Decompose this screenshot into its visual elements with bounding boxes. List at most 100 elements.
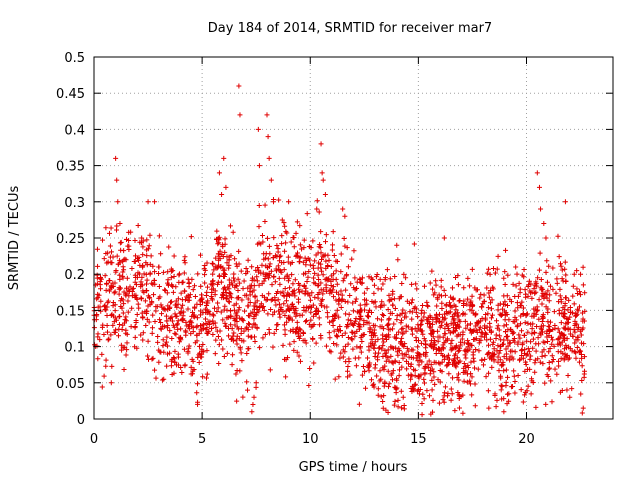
data-point — [343, 287, 349, 293]
data-point — [184, 323, 190, 329]
data-point — [287, 285, 293, 291]
data-point — [267, 367, 273, 373]
data-point — [578, 391, 584, 397]
data-point — [523, 291, 529, 297]
data-point — [512, 308, 518, 314]
data-point — [146, 356, 152, 362]
data-point — [292, 277, 298, 283]
data-point — [285, 290, 291, 296]
data-point — [504, 401, 510, 407]
data-point — [339, 332, 345, 338]
data-point — [227, 293, 233, 299]
data-point — [472, 312, 478, 318]
data-point — [463, 347, 469, 353]
data-point — [334, 281, 340, 287]
data-point — [405, 348, 411, 354]
data-point — [95, 295, 101, 301]
data-point — [418, 317, 424, 323]
data-point — [285, 303, 291, 309]
data-point — [169, 314, 175, 320]
data-point — [221, 307, 227, 313]
data-point — [260, 239, 266, 245]
data-point — [125, 287, 131, 293]
data-point — [387, 327, 393, 333]
data-point — [230, 229, 236, 235]
data-point — [515, 305, 521, 311]
data-point — [125, 298, 131, 304]
data-point — [547, 283, 553, 289]
data-point — [204, 375, 210, 381]
data-point — [574, 286, 580, 292]
data-point — [381, 313, 387, 319]
data-point — [223, 184, 229, 190]
data-point — [387, 310, 393, 316]
data-point — [382, 363, 388, 369]
data-point — [233, 371, 239, 377]
data-point — [567, 305, 573, 311]
data-point — [342, 343, 348, 349]
data-point — [465, 296, 471, 302]
data-point — [428, 324, 434, 330]
data-point — [561, 346, 567, 352]
data-point — [312, 258, 318, 264]
data-point — [447, 309, 453, 315]
data-point — [141, 271, 147, 277]
data-point — [473, 327, 479, 333]
data-point — [185, 276, 191, 282]
data-point — [178, 305, 184, 311]
data-point — [549, 399, 555, 405]
data-point — [397, 312, 403, 318]
data-point — [459, 336, 465, 342]
data-point — [259, 293, 265, 299]
data-point — [318, 250, 324, 256]
data-point — [249, 324, 255, 330]
data-point — [120, 273, 126, 279]
data-point — [283, 298, 289, 304]
data-point — [323, 258, 329, 264]
data-point — [232, 322, 238, 328]
data-point — [542, 291, 548, 297]
data-point — [188, 364, 194, 370]
data-point — [140, 252, 146, 258]
data-point — [438, 323, 444, 329]
data-point — [452, 408, 458, 414]
data-point — [330, 317, 336, 323]
data-point — [233, 261, 239, 267]
data-point — [545, 319, 551, 325]
data-point — [562, 199, 568, 205]
data-point — [179, 280, 185, 286]
data-point — [140, 314, 146, 320]
data-point — [198, 292, 204, 298]
y-tick-label: 0.1 — [64, 341, 85, 356]
data-point — [276, 197, 282, 203]
data-point — [405, 324, 411, 330]
data-point — [578, 351, 584, 357]
data-point — [291, 347, 297, 353]
data-point — [385, 347, 391, 353]
data-point — [303, 318, 309, 324]
data-point — [103, 357, 109, 363]
data-point — [333, 268, 339, 274]
data-point — [258, 301, 264, 307]
data-point — [219, 295, 225, 301]
data-point — [185, 306, 191, 312]
data-point — [171, 370, 177, 376]
data-point — [501, 409, 507, 415]
data-point — [200, 299, 206, 305]
data-point — [534, 308, 540, 314]
data-point — [145, 338, 151, 344]
data-point — [221, 353, 227, 359]
data-point — [335, 326, 341, 332]
data-point — [316, 209, 322, 215]
data-point — [249, 283, 255, 289]
data-point — [361, 318, 367, 324]
data-point — [366, 363, 372, 369]
data-point — [140, 244, 146, 250]
data-point — [531, 306, 537, 312]
data-point — [512, 339, 518, 345]
data-point — [375, 316, 381, 322]
data-point — [495, 253, 501, 259]
data-point — [563, 321, 569, 327]
chart-title: Day 184 of 2014, SRMTID for receiver mar… — [208, 21, 492, 36]
